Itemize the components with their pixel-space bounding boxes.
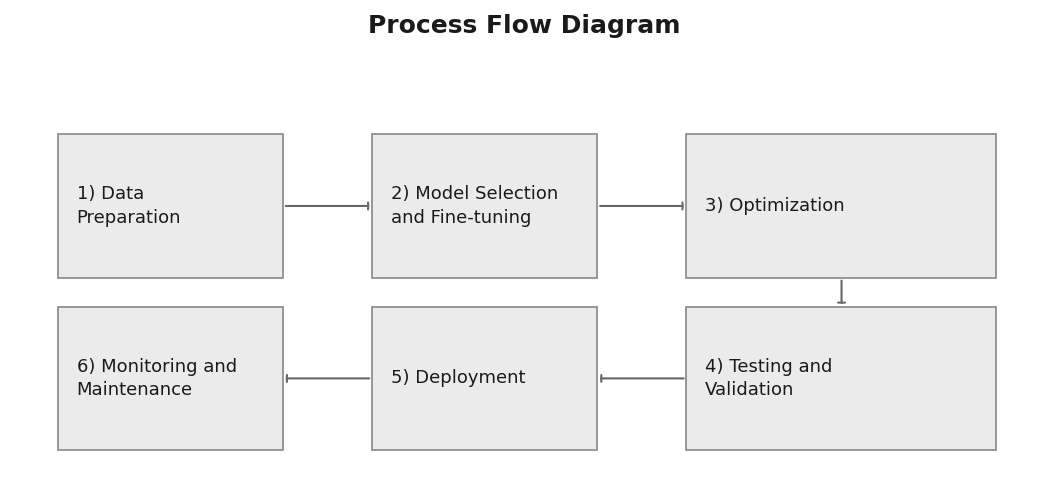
FancyBboxPatch shape — [686, 134, 996, 278]
Text: 1) Data
Preparation: 1) Data Preparation — [77, 185, 181, 227]
Text: 3) Optimization: 3) Optimization — [705, 197, 845, 215]
Text: 5) Deployment: 5) Deployment — [391, 369, 525, 388]
Text: 2) Model Selection
and Fine-tuning: 2) Model Selection and Fine-tuning — [391, 185, 559, 227]
FancyBboxPatch shape — [58, 307, 283, 450]
FancyBboxPatch shape — [686, 307, 996, 450]
FancyBboxPatch shape — [58, 134, 283, 278]
Text: 4) Testing and
Validation: 4) Testing and Validation — [705, 358, 833, 399]
FancyBboxPatch shape — [372, 134, 597, 278]
Text: 6) Monitoring and
Maintenance: 6) Monitoring and Maintenance — [77, 358, 237, 399]
FancyBboxPatch shape — [372, 307, 597, 450]
Text: Process Flow Diagram: Process Flow Diagram — [368, 14, 680, 38]
